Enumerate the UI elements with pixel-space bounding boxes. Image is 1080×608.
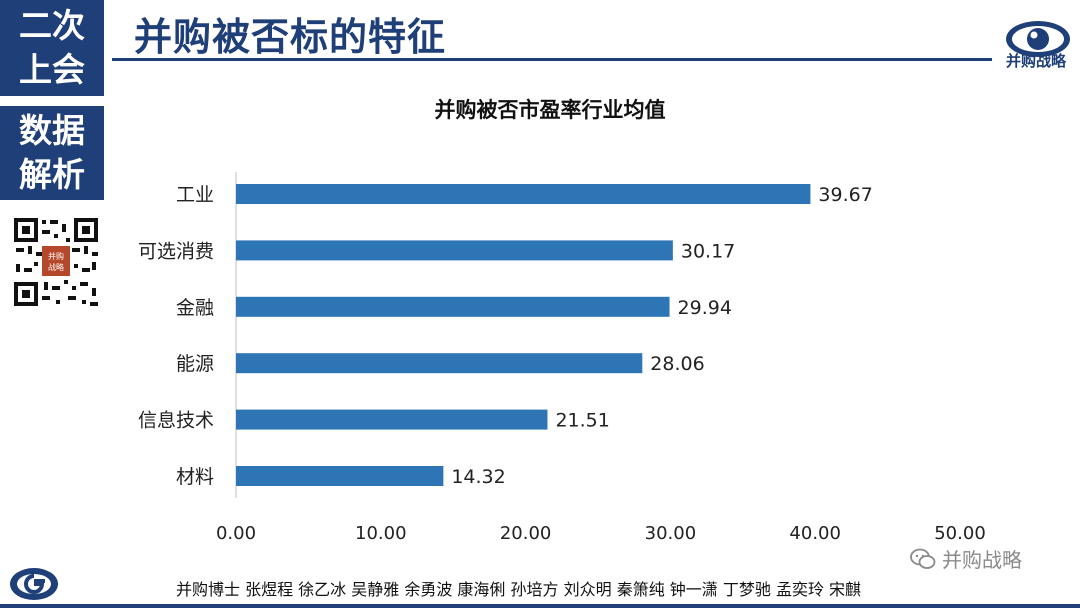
value-label: 14.32 [451,466,505,488]
footer-logo-icon [10,568,58,600]
eye-logo-icon [1006,21,1070,57]
x-tick-label: 10.00 [355,523,407,544]
category-label: 材料 [176,466,214,488]
category-label: 工业 [176,184,214,206]
sidebar-bottom-line1: 数据 [19,111,85,150]
qr-stamp-text-top: 并购 [48,251,64,261]
x-tick-label: 30.00 [645,523,697,544]
bar [236,240,673,261]
sidebar-top-line2: 上会 [19,50,85,89]
category-label: 可选消费 [138,240,214,262]
watermark-text: 并购战略 [942,548,1022,572]
x-tick-label: 50.00 [934,523,986,544]
bar [236,184,811,204]
sidebar-top-line1: 二次 [19,6,85,45]
sidebar-bottom-line2: 解析 [19,155,85,194]
value-label: 29.94 [678,297,732,319]
logo-text: 并购战略 [1005,52,1066,70]
bar [236,353,643,374]
value-label: 30.17 [681,240,735,262]
category-label: 金融 [176,297,214,319]
bar [236,296,670,317]
value-label: 21.51 [555,410,609,432]
value-label: 39.67 [818,184,872,206]
wechat-icon [910,548,936,569]
qr-stamp-text-bottom: 战略 [48,262,64,272]
bottom-divider [0,604,1080,608]
bar [236,466,444,486]
page-title: 并购被否标的特征 [134,15,447,59]
title-divider [112,58,992,61]
sidebar-block-bottom: 数据 解析 [0,106,104,200]
bar [236,409,548,430]
x-tick-label: 0.00 [216,523,256,544]
category-label: 能源 [176,353,214,375]
category-label: 信息技术 [138,410,214,432]
x-tick-label: 20.00 [500,523,552,544]
qr-code-image: 并购 战略 [12,216,100,308]
sidebar-block-top: 二次 上会 [0,0,104,96]
value-label: 28.06 [650,353,704,375]
chart-title: 并购被否市盈率行业均值 [434,98,666,122]
wechat-watermark: 并购战略 [910,544,1022,573]
author-list: 并购博士 张煜程 徐乙冰 吴静雅 余勇波 康海俐 孙培方 刘众明 秦箫纯 钟一潇… [176,580,862,599]
x-tick-label: 40.00 [789,523,841,544]
